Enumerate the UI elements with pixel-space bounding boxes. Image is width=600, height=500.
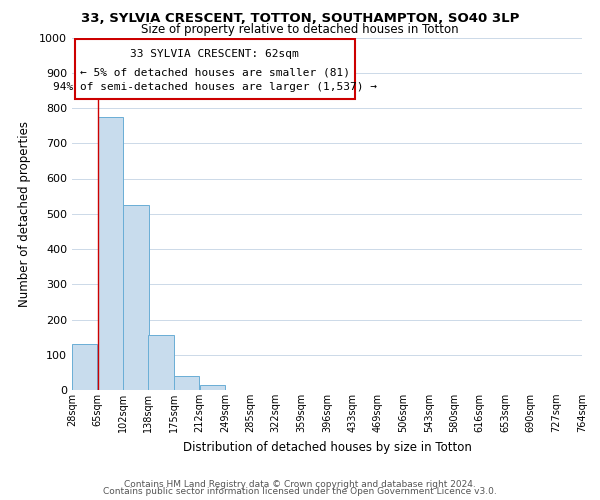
X-axis label: Distribution of detached houses by size in Totton: Distribution of detached houses by size …: [182, 440, 472, 454]
Bar: [200, 384, 225, 390]
Text: 33, SYLVIA CRESCENT, TOTTON, SOUTHAMPTON, SO40 3LP: 33, SYLVIA CRESCENT, TOTTON, SOUTHAMPTON…: [81, 12, 519, 26]
Bar: [124, 205, 149, 390]
Bar: [174, 376, 199, 390]
Text: ← 5% of detached houses are smaller (81): ← 5% of detached houses are smaller (81): [80, 67, 350, 77]
Text: 94% of semi-detached houses are larger (1,537) →: 94% of semi-detached houses are larger (…: [53, 82, 377, 92]
Bar: [72, 344, 97, 390]
FancyBboxPatch shape: [74, 40, 355, 99]
Text: Size of property relative to detached houses in Totton: Size of property relative to detached ho…: [141, 22, 459, 36]
Bar: [148, 336, 173, 390]
Y-axis label: Number of detached properties: Number of detached properties: [18, 120, 31, 306]
Text: 33 SYLVIA CRESCENT: 62sqm: 33 SYLVIA CRESCENT: 62sqm: [130, 49, 299, 59]
Bar: [98, 117, 123, 390]
Text: Contains public sector information licensed under the Open Government Licence v3: Contains public sector information licen…: [103, 487, 497, 496]
Text: Contains HM Land Registry data © Crown copyright and database right 2024.: Contains HM Land Registry data © Crown c…: [124, 480, 476, 489]
